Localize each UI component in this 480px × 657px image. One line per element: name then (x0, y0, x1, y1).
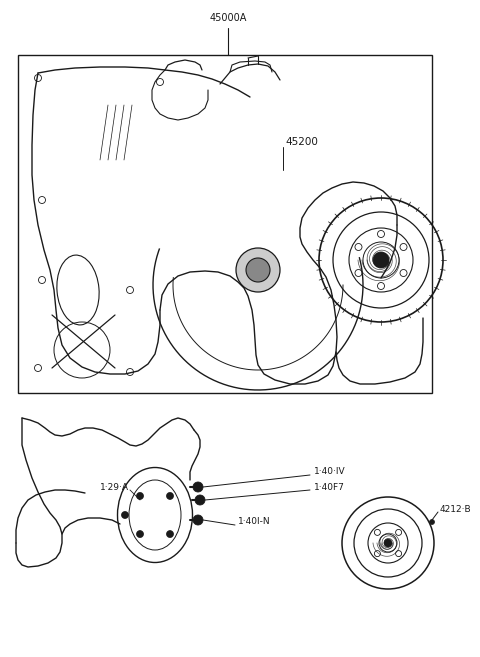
Bar (18, 55, 432, 393)
Text: 4212·B: 4212·B (440, 505, 472, 514)
Circle shape (167, 493, 173, 499)
Text: 1·40·IV: 1·40·IV (314, 468, 346, 476)
Circle shape (193, 482, 203, 492)
Text: 1·29·A: 1·29·A (100, 484, 129, 493)
Circle shape (193, 515, 203, 525)
Circle shape (136, 531, 144, 537)
Text: 45200: 45200 (285, 137, 318, 147)
Text: 1·40F7: 1·40F7 (314, 484, 345, 493)
Circle shape (195, 495, 205, 505)
Circle shape (136, 493, 144, 499)
Circle shape (121, 512, 129, 518)
Circle shape (246, 258, 270, 282)
Circle shape (430, 520, 434, 524)
Circle shape (384, 539, 392, 547)
Text: 1·40I-N: 1·40I-N (238, 518, 271, 526)
Text: 45000A: 45000A (209, 13, 247, 23)
Circle shape (167, 531, 173, 537)
Circle shape (236, 248, 280, 292)
Circle shape (373, 252, 389, 268)
